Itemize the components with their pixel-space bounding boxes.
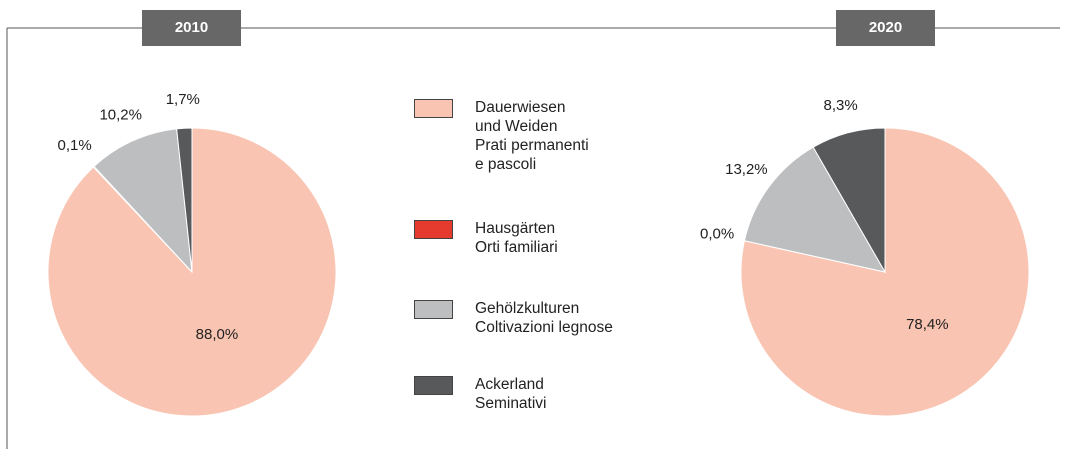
chart-title: 2020 <box>869 19 902 36</box>
legend-label: Gehölzkulturen Coltivazioni legnose <box>475 300 613 336</box>
data-label: 0,0% <box>700 226 734 243</box>
data-label: 0,1% <box>58 137 92 154</box>
legend-label: Hausgärten Orti familiari <box>475 220 558 256</box>
legend-swatch <box>414 376 453 395</box>
chart-title: 2010 <box>175 19 208 36</box>
data-label: 10,2% <box>99 106 142 123</box>
legend-swatch <box>414 300 453 319</box>
legend-swatch <box>414 220 453 239</box>
pie-slice <box>47 127 337 417</box>
pie-slice <box>93 128 193 274</box>
tab <box>836 10 935 46</box>
data-label: 88,0% <box>196 326 239 343</box>
pie-slice <box>743 146 886 273</box>
tab <box>142 10 241 46</box>
legend-label: Ackerland Seminativi <box>475 376 547 412</box>
data-label: 8,3% <box>824 97 858 114</box>
legend-swatch <box>414 99 453 118</box>
data-label: 13,2% <box>725 161 768 178</box>
pie-slice <box>176 127 193 273</box>
data-label: 1,7% <box>166 91 200 108</box>
data-label: 78,4% <box>906 316 949 333</box>
legend-label: Dauerwiesen und Weiden Prati permanenti … <box>475 99 589 173</box>
pie-slice <box>812 127 886 274</box>
